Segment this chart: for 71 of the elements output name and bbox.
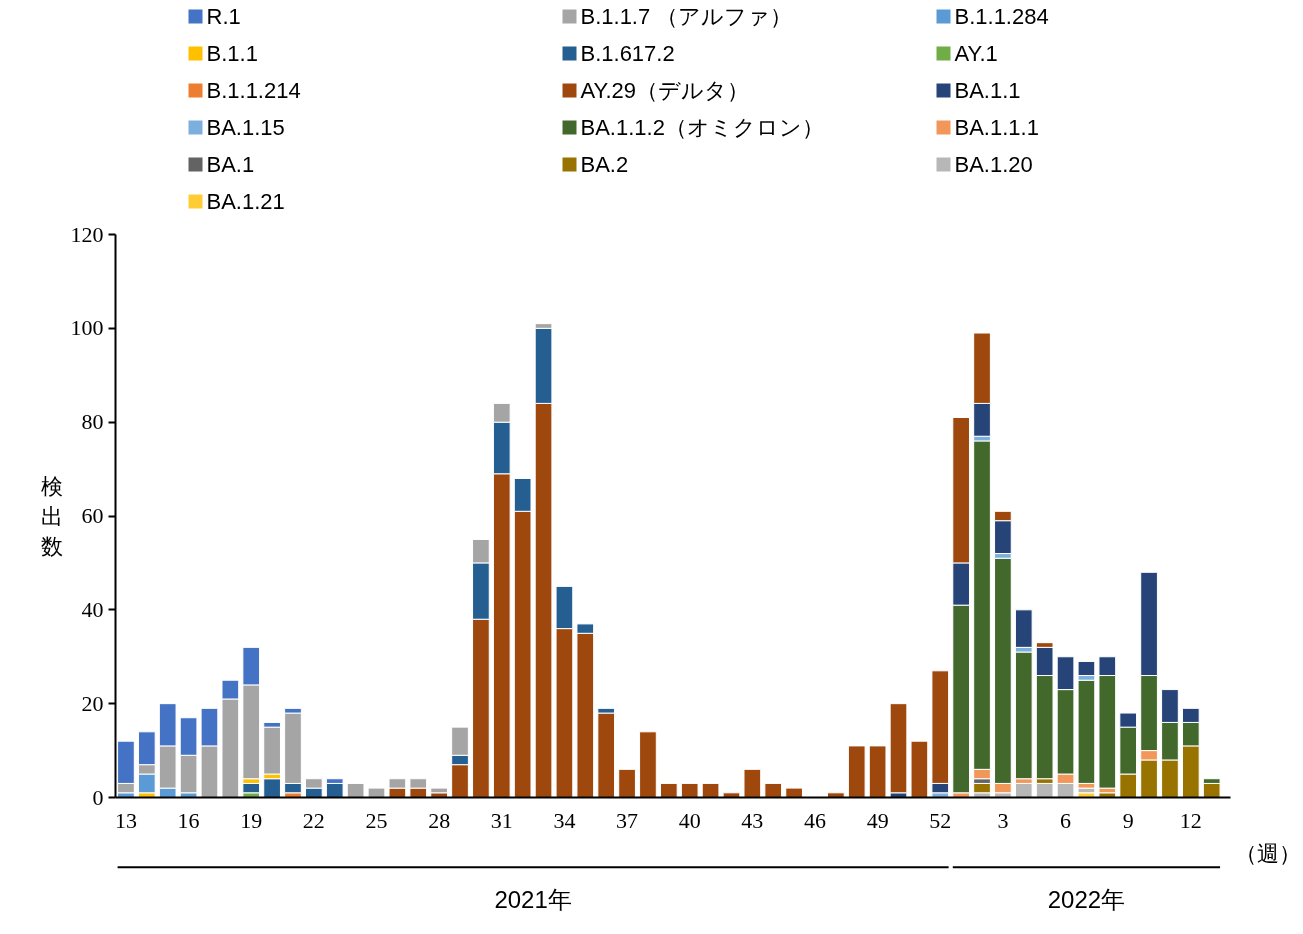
legend-label: BA.1.21 (206, 189, 285, 214)
x-tick-label: 37 (616, 807, 639, 833)
x-tick-label: 3 (997, 807, 1009, 833)
x-tick-label: 49 (866, 807, 889, 833)
x-tick-label: 12 (1179, 807, 1202, 833)
bar (910, 740, 929, 798)
legend-label: BA.1.20 (954, 152, 1033, 177)
bar (722, 792, 741, 798)
bar (263, 726, 281, 775)
bar (680, 782, 699, 798)
x-tick-label: 28 (428, 807, 451, 833)
x-tick-label: 34 (553, 807, 576, 833)
x-tick-label: 19 (240, 807, 263, 833)
x-tick-label: 16 (177, 807, 200, 833)
bar (430, 787, 448, 794)
legend-label: B.1.1.7 （アルファ） (580, 4, 793, 29)
bar (1202, 782, 1221, 798)
y-tick-label: 120 (70, 221, 104, 247)
x-tick-label: 25 (365, 807, 388, 833)
bar (889, 703, 908, 794)
legend-label: BA.1.15 (206, 115, 285, 140)
x-tick-label: 9 (1122, 807, 1134, 833)
x-tick-label: 43 (741, 807, 764, 833)
bar (785, 787, 803, 798)
x-tick-label: 40 (678, 807, 701, 833)
text: 2021年 (494, 886, 572, 914)
bar (659, 782, 678, 798)
legend-label: B.1.617.2 (580, 41, 675, 66)
y-tick-label: 20 (81, 690, 104, 716)
x-tick-label: 22 (302, 807, 325, 833)
legend-label: AY.1 (954, 41, 998, 66)
y-axis-title: 検出数 (40, 473, 63, 559)
legend-label: BA.2 (580, 152, 629, 177)
text: 2022年 (1047, 886, 1126, 914)
legend-label: BA.1 (206, 152, 255, 177)
bar (764, 782, 783, 798)
legend-label: BA.1.1 (954, 78, 1021, 103)
bar (701, 782, 720, 798)
bar (1014, 651, 1033, 780)
bar (1035, 782, 1054, 798)
x-tick-label: 52 (929, 807, 952, 833)
legend-label: BA.1.1.2（オミクロン） (580, 115, 824, 140)
bar (1014, 782, 1033, 798)
bar (325, 782, 344, 798)
y-tick-label: 80 (81, 409, 104, 435)
y-tick-label: 40 (81, 596, 104, 622)
y-tick-label: 100 (70, 315, 104, 341)
x-tick-label: 6 (1060, 807, 1072, 833)
y-tick-label: 0 (92, 784, 104, 810)
legend-label: B.1.1.214 (206, 78, 301, 103)
bar (639, 731, 657, 798)
bar (263, 778, 281, 798)
legend-label: BA.1.1.1 (954, 115, 1039, 140)
bar (346, 782, 365, 798)
x-tick-label: 31 (490, 807, 513, 833)
x-tick-label: 13 (114, 807, 137, 833)
bar (847, 745, 866, 798)
bar (868, 745, 887, 798)
bar (367, 787, 386, 798)
text: （週） (1234, 840, 1301, 866)
bar (618, 768, 636, 798)
x-tick-label: 46 (803, 807, 826, 833)
legend-label: R.1 (206, 4, 241, 29)
bar (1077, 660, 1096, 677)
legend-label: AY.29（デルタ） (580, 78, 749, 103)
legend-label: B.1.1.284 (954, 4, 1049, 29)
bar (827, 792, 845, 798)
y-tick-label: 60 (81, 503, 104, 528)
bar (597, 712, 616, 798)
bar (743, 768, 762, 798)
legend-label: B.1.1 (206, 41, 258, 66)
